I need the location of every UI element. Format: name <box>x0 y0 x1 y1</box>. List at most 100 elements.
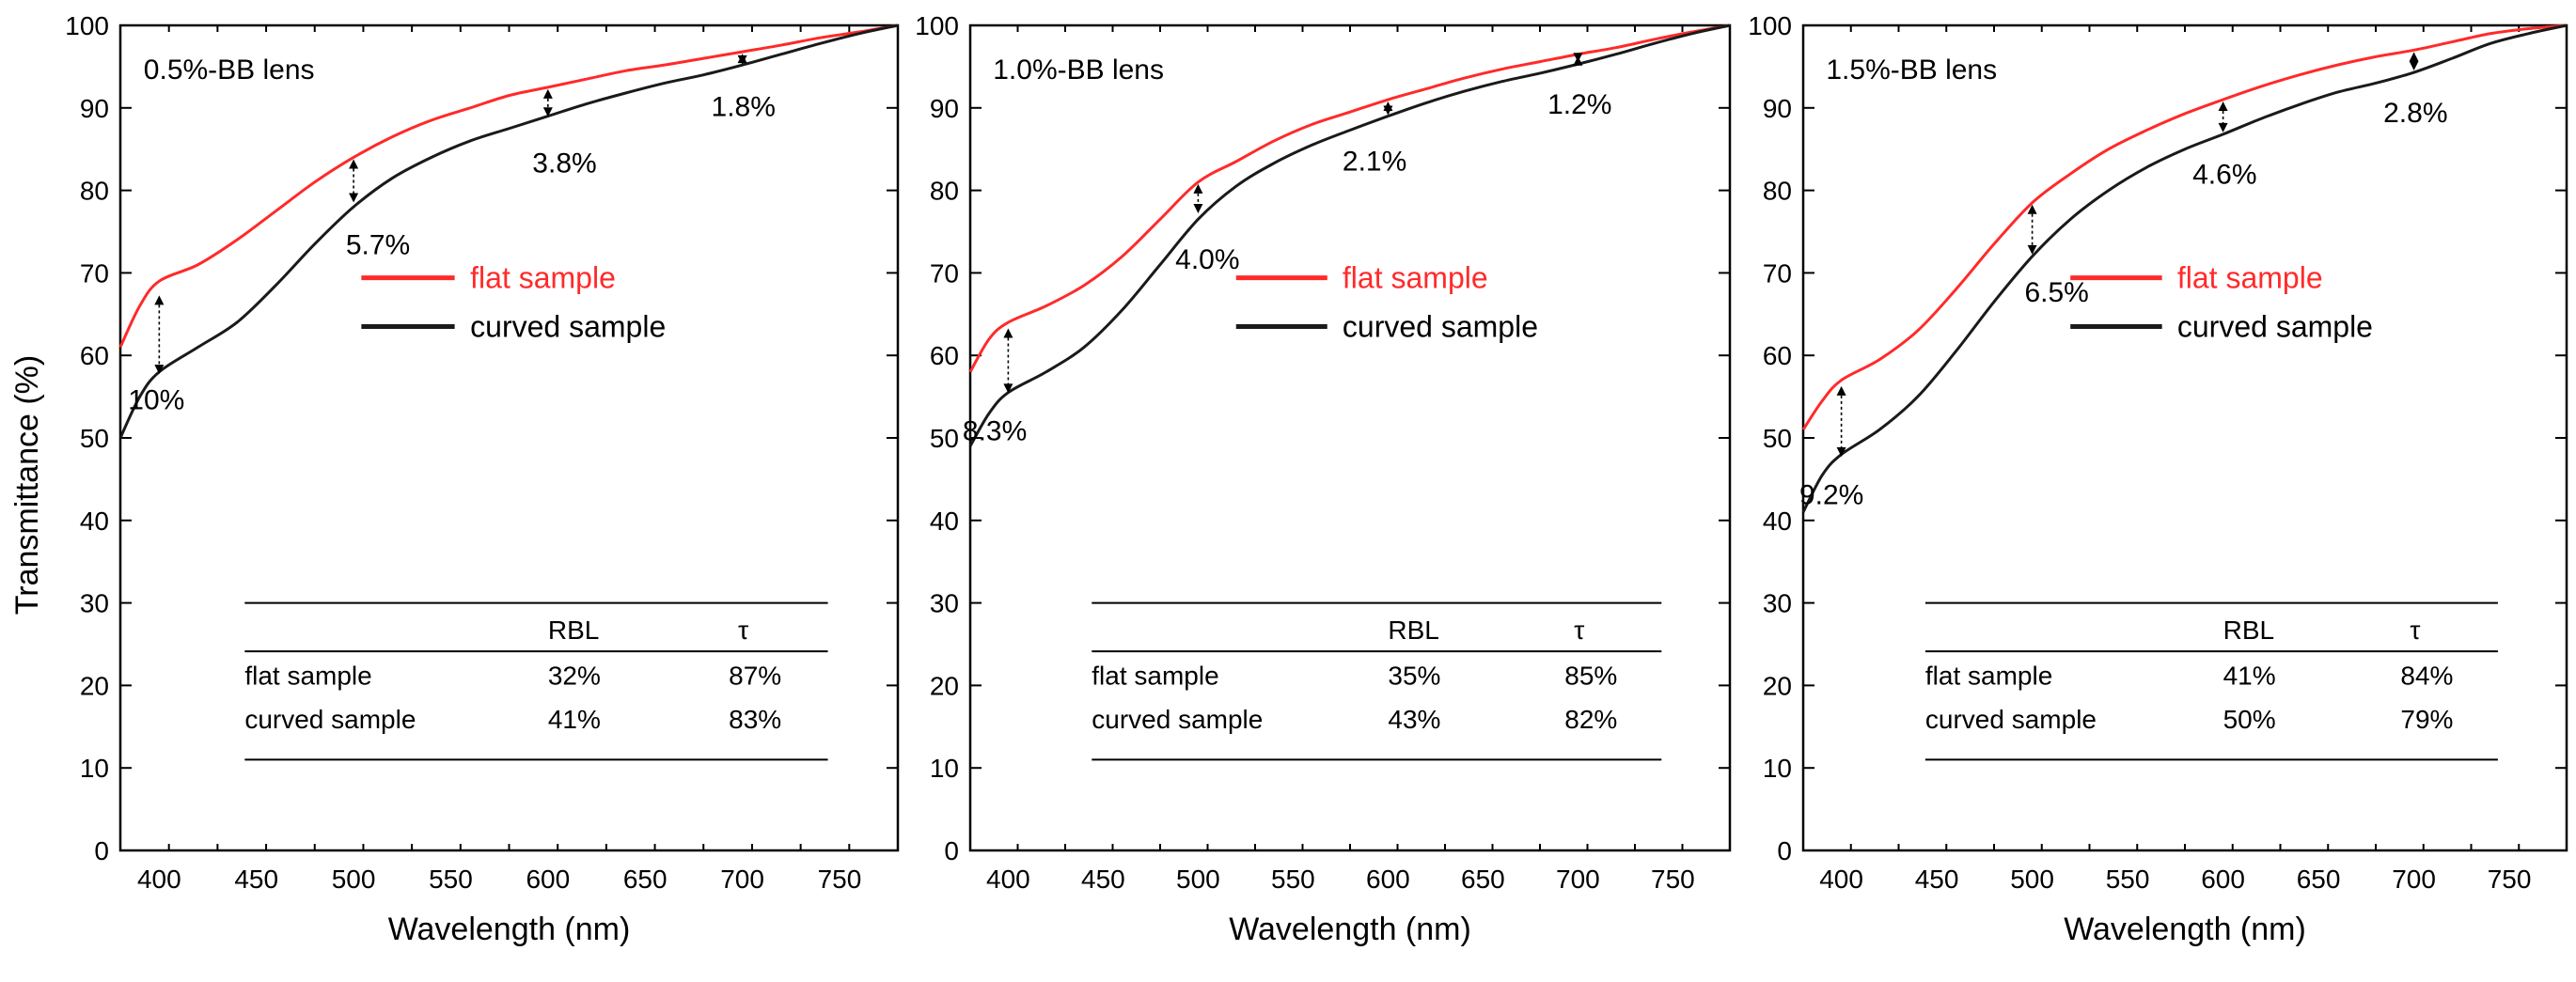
gap-annotation-label: 9.2% <box>1799 479 1863 510</box>
x-tick-label: 650 <box>623 865 668 894</box>
table-cell: flat sample <box>1925 661 2052 690</box>
y-tick-label: 70 <box>930 258 959 288</box>
y-tick-label: 60 <box>1763 341 1792 370</box>
x-tick-label: 450 <box>1915 865 1959 894</box>
gap-arrow-head-down <box>1193 203 1203 213</box>
x-tick-label: 600 <box>2201 865 2245 894</box>
y-tick-label: 0 <box>94 836 109 865</box>
gap-annotation-label: 2.1% <box>1343 147 1406 178</box>
y-tick-label: 50 <box>930 424 959 453</box>
panel-title: 0.5%-BB lens <box>144 55 315 86</box>
x-tick-label: 750 <box>2488 865 2532 894</box>
gap-arrow-head-down <box>737 55 747 65</box>
gap-arrow-head-down <box>542 107 553 117</box>
y-tick-label: 50 <box>1763 424 1792 453</box>
gap-arrow-head-up <box>1836 385 1846 396</box>
table-cell: curved sample <box>244 705 416 734</box>
series-line-flat-sample <box>118 23 899 349</box>
gap-annotation-label: 4.0% <box>1175 244 1239 275</box>
gap-annotation-label: 5.7% <box>346 229 410 260</box>
x-tick-label: 650 <box>2297 865 2341 894</box>
gap-annotation-label: 3.8% <box>532 148 596 179</box>
x-tick-label: 750 <box>818 865 862 894</box>
table-cell: flat sample <box>244 661 371 690</box>
legend-label: curved sample <box>470 309 666 343</box>
x-tick-label: 700 <box>720 865 764 894</box>
y-tick-label: 80 <box>1763 177 1792 206</box>
table-cell: 43% <box>1388 705 1440 734</box>
table-cell: 50% <box>2223 705 2276 734</box>
gap-annotation-label: 4.6% <box>2192 160 2256 191</box>
table-cell: 35% <box>1388 661 1440 690</box>
x-tick-label: 550 <box>429 865 473 894</box>
table-cell: 84% <box>2400 661 2453 690</box>
gap-annotation-label: 8.3% <box>963 416 1027 447</box>
y-tick-label: 60 <box>930 341 959 370</box>
x-tick-label: 650 <box>1461 865 1505 894</box>
table-header-cell: τ <box>1574 616 1584 645</box>
y-tick-label: 0 <box>944 836 959 865</box>
gap-arrow-head-up <box>542 88 553 99</box>
x-tick-label: 550 <box>1271 865 1315 894</box>
legend-label: curved sample <box>2177 309 2373 343</box>
y-tick-label: 10 <box>930 754 959 783</box>
gap-arrow-head-down <box>2027 244 2037 255</box>
table-cell: curved sample <box>1925 705 2097 734</box>
gap-annotation-label: 10% <box>128 384 184 415</box>
table-header-cell: τ <box>2410 616 2420 645</box>
y-tick-label: 40 <box>80 507 109 536</box>
gap-arrow-head-down <box>1836 446 1846 457</box>
y-tick-label: 70 <box>1763 258 1792 288</box>
table-cell: 82% <box>1564 705 1617 734</box>
x-tick-label: 600 <box>1366 865 1410 894</box>
x-tick-label: 600 <box>526 865 570 894</box>
table-header-cell: RBL <box>2223 616 2274 645</box>
x-tick-label: 500 <box>2010 865 2054 894</box>
y-tick-label: 40 <box>1763 507 1792 536</box>
gap-arrow-head-up <box>349 159 359 169</box>
x-tick-label: 700 <box>1556 865 1600 894</box>
gap-arrow-head-up <box>1003 328 1013 338</box>
series-line-curved-sample <box>1801 23 2568 513</box>
gap-annotation-label: 1.2% <box>1547 89 1611 120</box>
gap-arrow-head-up <box>2409 52 2419 62</box>
x-tick-label: 550 <box>2106 865 2150 894</box>
table-cell: curved sample <box>1092 705 1263 734</box>
gap-arrow-head-down <box>154 365 165 375</box>
y-tick-label: 70 <box>80 258 109 288</box>
y-tick-label: 100 <box>65 11 109 40</box>
y-tick-label: 10 <box>1763 754 1792 783</box>
y-tick-label: 90 <box>80 94 109 123</box>
table-cell: flat sample <box>1092 661 1218 690</box>
series-line-flat-sample <box>1801 23 2568 431</box>
gap-arrow-head-up <box>1193 183 1203 194</box>
table-header-cell: RBL <box>1388 616 1438 645</box>
y-tick-label: 20 <box>1763 671 1792 700</box>
legend-label: flat sample <box>470 261 616 295</box>
x-tick-label: 400 <box>137 865 181 894</box>
table-header-cell: τ <box>738 616 748 645</box>
x-tick-label: 700 <box>2392 865 2436 894</box>
x-tick-label: 750 <box>1651 865 1695 894</box>
legend-label: flat sample <box>1343 261 1488 295</box>
legend-label: curved sample <box>1343 309 1538 343</box>
table-cell: 79% <box>2400 705 2453 734</box>
gap-annotation-label: 2.8% <box>2383 98 2447 129</box>
gap-arrow-head-down <box>349 193 359 203</box>
table-header-cell: RBL <box>548 616 599 645</box>
x-axis-label: Wavelength (nm) <box>2064 912 2306 947</box>
table-cell: 41% <box>2223 661 2276 690</box>
gap-annotation-label: 1.8% <box>712 92 776 123</box>
series-line-curved-sample <box>118 23 899 439</box>
x-tick-label: 400 <box>986 865 1030 894</box>
x-tick-label: 450 <box>234 865 278 894</box>
gap-arrow-head-up <box>154 295 165 305</box>
table-cell: 83% <box>729 705 781 734</box>
panel-title: 1.5%-BB lens <box>1826 55 1997 86</box>
y-tick-label: 30 <box>80 589 109 618</box>
y-tick-label: 90 <box>1763 94 1792 123</box>
x-tick-label: 450 <box>1081 865 1125 894</box>
y-tick-label: 10 <box>80 754 109 783</box>
y-axis-label: Transmittance (%) <box>9 354 45 616</box>
